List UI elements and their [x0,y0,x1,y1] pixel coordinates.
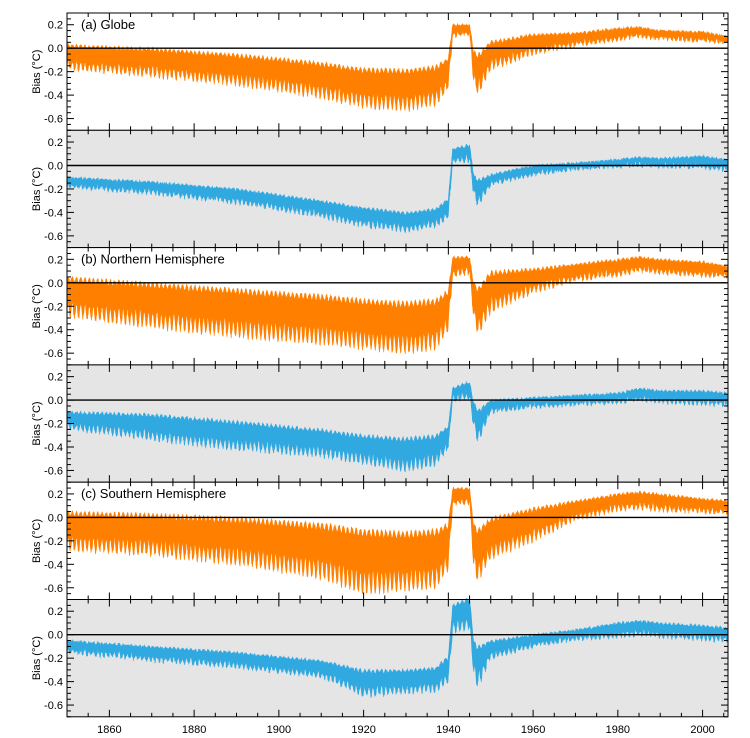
panel-title: (a) Globe [81,17,135,32]
y-axis-label: Bias (°C) [31,519,43,563]
y-tick-label: -0.6 [44,348,63,360]
y-tick-label: -0.2 [44,419,63,431]
y-tick-label: -0.6 [44,231,63,243]
y-tick-label: -0.2 [44,653,63,665]
y-tick-label: -0.4 [44,442,63,454]
y-tick-label: -0.4 [44,90,63,102]
y-tick-label: -0.6 [44,700,63,712]
y-axis-label: Bias (°C) [31,50,43,94]
y-tick-label: 0.0 [48,512,63,524]
y-tick-label: 0.0 [48,43,63,55]
y-tick-label: -0.2 [44,536,63,548]
y-tick-label: -0.2 [44,67,63,79]
y-tick-label: 0.0 [48,160,63,172]
y-axis-label: Bias (°C) [31,636,43,680]
y-tick-label: 0.2 [48,606,63,618]
y-axis-label: Bias (°C) [31,401,43,445]
y-tick-label: -0.4 [44,325,63,337]
x-tick-label: 1940 [436,724,460,736]
y-tick-label: -0.6 [44,583,63,595]
panel-title: (b) Northern Hemisphere [81,252,225,267]
panel-title: (c) Southern Hemisphere [81,486,226,501]
y-tick-label: 0.0 [48,630,63,642]
x-tick-label: 1900 [267,724,291,736]
y-tick-label: -0.2 [44,301,63,313]
x-tick-label: 1860 [97,724,121,736]
y-tick-label: 0.2 [48,20,63,32]
y-tick-label: -0.4 [44,559,63,571]
y-tick-label: -0.6 [44,114,63,126]
x-tick-label: 1880 [182,724,206,736]
y-tick-label: 0.2 [48,372,63,384]
y-tick-label: 0.0 [48,395,63,407]
y-tick-label: -0.4 [44,677,63,689]
y-tick-label: 0.2 [48,254,63,266]
y-tick-label: 0.2 [48,489,63,501]
x-tick-label: 2000 [690,724,714,736]
y-tick-label: -0.4 [44,207,63,219]
y-axis-label: Bias (°C) [31,284,43,328]
y-tick-label: -0.2 [44,184,63,196]
y-axis-label: Bias (°C) [31,167,43,211]
y-tick-label: 0.0 [48,278,63,290]
x-tick-label: 1960 [521,724,545,736]
x-tick-label: 1980 [606,724,630,736]
x-tick-label: 1920 [351,724,375,736]
y-tick-label: 0.2 [48,137,63,149]
y-tick-label: -0.6 [44,465,63,477]
